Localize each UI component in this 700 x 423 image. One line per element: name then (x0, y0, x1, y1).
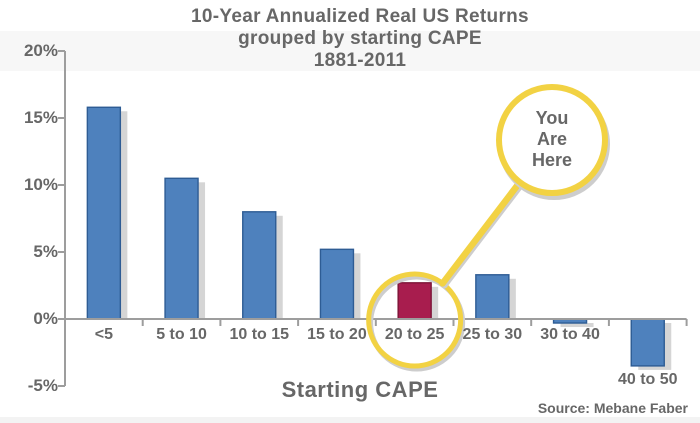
y-axis-label: 20% (23, 41, 58, 60)
chart-title: 10-Year Annualized Real US Returns group… (20, 6, 700, 72)
callout-big-circle (496, 84, 608, 196)
y-axis-label: 5% (33, 242, 58, 261)
bar (475, 274, 510, 320)
x-category-label: 25 to 30 (462, 326, 523, 343)
bar (630, 318, 665, 367)
you-are-here-callout-label: You Are Here (502, 108, 602, 171)
x-category-label: 15 to 20 (307, 326, 367, 343)
bar (86, 106, 122, 320)
bar-highlight (397, 282, 432, 320)
background-band-bottom (0, 417, 700, 423)
x-axis-title: Starting CAPE (281, 377, 439, 402)
callout-connector-line (439, 178, 524, 287)
callout-line-2: Are (536, 129, 567, 149)
bar (319, 248, 355, 320)
x-category-label: 20 to 25 (384, 326, 445, 343)
bar (242, 211, 277, 320)
callout-small-circle (366, 271, 464, 369)
bar-shadow (560, 323, 594, 328)
x-category-label: 5 to 10 (156, 326, 207, 343)
chart-title-line-2: grouped by starting CAPE (238, 28, 482, 49)
x-category-label: 10 to 15 (229, 326, 290, 343)
chart-title-line-3: 1881-2011 (313, 50, 407, 71)
x-category-label: 40 to 50 (617, 371, 678, 388)
y-axis-label: -5% (27, 376, 58, 395)
callout-line-1: You (535, 108, 569, 128)
y-axis-label: 10% (23, 175, 58, 194)
chart-title-line-1: 10-Year Annualized Real US Returns (191, 6, 529, 27)
background-band-top (0, 31, 700, 71)
callout-line-3: Here (531, 150, 573, 170)
y-axis-label: 15% (23, 108, 58, 127)
source-credit: Source: Mebane Faber (537, 400, 688, 416)
bar (164, 177, 199, 320)
x-category-label: 30 to 40 (540, 326, 600, 343)
y-axis-label: 0% (33, 309, 58, 328)
x-category-label: <5 (94, 326, 113, 343)
